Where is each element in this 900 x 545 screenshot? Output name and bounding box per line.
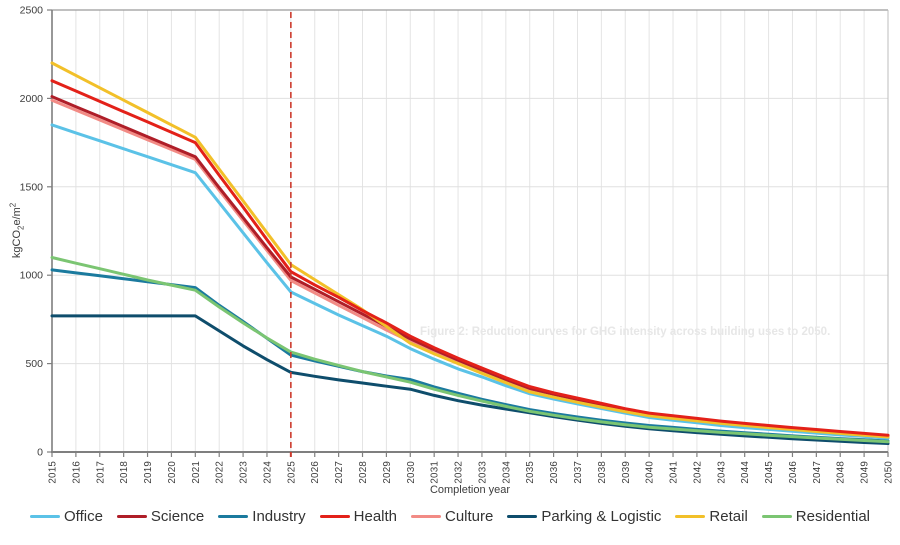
y-tick-label: 1500	[20, 181, 44, 193]
legend-swatch	[218, 514, 249, 519]
x-tick-label: 2024	[262, 461, 273, 484]
legend-swatch	[761, 514, 792, 519]
axis-ticks	[47, 9, 889, 457]
legend-swatch	[411, 514, 441, 519]
y-axis-title-sup: 2	[8, 202, 18, 208]
x-tick-label: 2044	[740, 461, 751, 484]
y-tick-label: 0	[37, 447, 43, 459]
series-line-industry	[50, 268, 890, 443]
y-axis-title: kgCO2e/m2	[9, 175, 26, 285]
x-tick-label: 2021	[191, 461, 202, 484]
x-tick-label: 2047	[812, 461, 823, 484]
legend-label: Residential	[795, 508, 870, 525]
legend-item-culture: Culture	[411, 508, 493, 525]
x-tick-label: 2027	[334, 461, 345, 484]
x-tick-label: 2036	[549, 461, 560, 484]
x-tick-label: 2045	[764, 461, 775, 484]
series-line-science	[50, 95, 890, 438]
x-tick-label: 2028	[358, 461, 369, 484]
series-lines	[50, 61, 890, 445]
legend-swatch	[675, 514, 706, 519]
y-tick-label: 500	[25, 358, 43, 370]
y-tick-label: 2500	[20, 5, 44, 17]
y-axis-title-mid: e/m	[11, 207, 24, 226]
axis-tick-labels: 0 500 1000 1500 2000 2500 2015 2016 2017 2018 2019…	[20, 5, 895, 484]
x-tick-label: 2041	[669, 461, 680, 484]
legend-swatch	[116, 514, 147, 519]
x-axis-title: Completion year	[429, 484, 511, 496]
x-tick-label: 2031	[430, 461, 441, 484]
chart-legend: Office Science Industry Health Culture Parkin…	[0, 508, 900, 525]
watermark-caption: Figure 2: Reduction curves for GHG inten…	[420, 326, 830, 338]
legend-item-retail: Retail	[675, 508, 748, 525]
x-tick-label: 2018	[119, 461, 130, 484]
legend-item-health: Health	[319, 508, 397, 525]
legend-label: Parking & Logistic	[541, 508, 662, 525]
x-tick-label: 2048	[836, 461, 847, 484]
x-tick-label: 2030	[406, 461, 417, 484]
legend-label: Science	[150, 508, 205, 525]
series-line-parking-logistic	[50, 314, 890, 445]
legend-item-office: Office	[30, 508, 103, 525]
x-tick-label: 2017	[95, 461, 106, 484]
x-tick-label: 2039	[621, 461, 632, 484]
x-tick-label: 2049	[860, 461, 871, 484]
legend-item-science: Science	[116, 508, 205, 525]
legend-swatch	[507, 514, 538, 519]
legend-label: Office	[64, 508, 103, 525]
series-line-office	[50, 123, 890, 440]
plot-area: Figure 2: Reduction curves for GHG inten…	[20, 5, 895, 484]
legend-label: Culture	[445, 508, 494, 525]
legend-label: Retail	[709, 508, 748, 525]
legend-swatch	[30, 514, 60, 519]
x-tick-label: 2050	[884, 461, 895, 484]
x-tick-label: 2040	[645, 461, 656, 484]
axes-spines	[51, 9, 889, 453]
series-line-health	[50, 79, 890, 437]
x-tick-label: 2034	[501, 461, 512, 484]
x-tick-label: 2025	[286, 461, 297, 484]
gridlines	[51, 10, 889, 452]
legend-label: Industry	[252, 508, 306, 525]
legend-item-residential: Residential	[761, 508, 870, 525]
series-line-retail	[50, 61, 890, 439]
x-tick-label: 2023	[239, 461, 250, 484]
legend-swatch	[319, 514, 350, 519]
y-axis-title-pre: kgCO	[11, 229, 24, 259]
legend-label: Health	[353, 508, 397, 525]
y-tick-label: 1000	[20, 270, 44, 282]
x-tick-label: 2016	[71, 461, 82, 484]
x-tick-label: 2043	[716, 461, 727, 484]
x-tick-label: 2035	[525, 461, 536, 484]
x-tick-label: 2033	[477, 461, 488, 484]
x-tick-label: 2046	[788, 461, 799, 484]
legend-item-industry: Industry	[218, 508, 306, 525]
x-tick-label: 2042	[692, 461, 703, 484]
x-tick-label: 2038	[597, 461, 608, 484]
x-tick-label: 2020	[167, 461, 178, 484]
x-tick-label: 2032	[454, 461, 465, 484]
x-tick-label: 2019	[143, 461, 154, 484]
x-tick-label: 2029	[382, 461, 393, 484]
legend-item-parking-logistic: Parking & Logistic	[507, 508, 661, 525]
y-tick-label: 2000	[20, 93, 44, 105]
x-tick-label: 2026	[310, 461, 321, 484]
x-tick-label: 2022	[215, 461, 226, 484]
x-tick-label: 2015	[48, 461, 59, 484]
series-line-residential	[50, 256, 890, 444]
x-tick-label: 2037	[573, 461, 584, 484]
y-axis-title-sub: 2	[16, 225, 26, 230]
